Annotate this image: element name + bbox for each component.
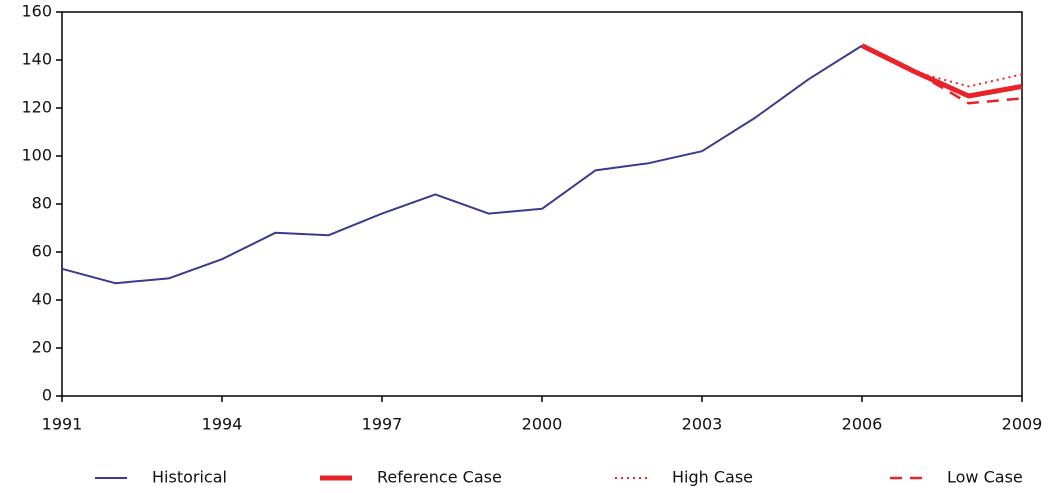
y-tick-label: 120: [21, 98, 52, 117]
y-tick-label: 80: [32, 194, 52, 213]
series-line: [915, 71, 1023, 88]
legend-label: High Case: [672, 468, 753, 487]
y-tick-label: 20: [32, 338, 52, 357]
legend-label: Historical: [152, 468, 227, 487]
series-line: [61, 44, 863, 285]
series-line: [914, 70, 1023, 105]
y-tick-label: 60: [32, 242, 52, 261]
x-tick-label: 2006: [842, 415, 883, 434]
y-tick-label: 40: [32, 290, 52, 309]
y-tick-label: 0: [42, 386, 52, 405]
x-tick-label: 1997: [362, 415, 403, 434]
y-tick-label: 160: [21, 2, 52, 21]
series-line: [860, 43, 1023, 99]
plot-frame: [61, 11, 1023, 397]
x-tick-label: 2009: [1002, 415, 1043, 434]
x-tick-label: 1991: [42, 415, 83, 434]
legend-label: Reference Case: [377, 468, 502, 487]
x-tick-label: 2003: [682, 415, 723, 434]
legend-label: Low Case: [947, 468, 1023, 487]
y-tick-label: 140: [21, 50, 52, 69]
y-tick-label: 100: [21, 146, 52, 165]
x-tick-label: 2000: [522, 415, 563, 434]
x-tick-label: 1994: [202, 415, 243, 434]
